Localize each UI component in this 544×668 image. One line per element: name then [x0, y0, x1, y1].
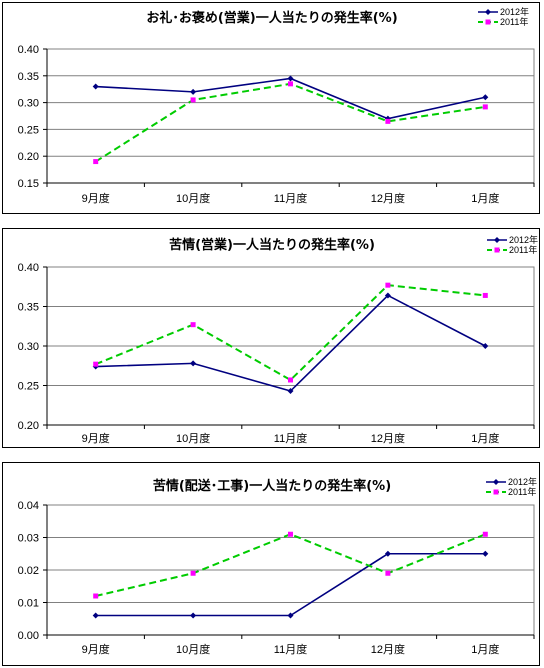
- series-line-2011年: [95, 284, 486, 382]
- x-tick-label: 9月度: [82, 191, 110, 205]
- x-tick-label: 12月度: [371, 431, 405, 445]
- legend-label: 2012年: [508, 476, 537, 487]
- data-point-marker: [287, 612, 294, 619]
- y-tick-label: 0.01: [18, 598, 39, 610]
- y-tick-label: 0.15: [18, 178, 39, 190]
- data-point-marker: [92, 612, 99, 619]
- legend-marker: [493, 489, 499, 495]
- data-point-marker: [190, 570, 196, 576]
- data-point-marker: [384, 292, 391, 299]
- chart-svg-2: 苦情(営業)一人当たりの発生率(%) 0.40 0.35 0.30 0.25 0.20 9月…: [18, 234, 538, 445]
- data-point-marker: [93, 361, 99, 367]
- chart-title: 苦情(配送･工事)一人当たりの発生率(%): [153, 478, 391, 494]
- y-tick-label: 0.40: [18, 44, 39, 56]
- data-point-marker: [482, 531, 488, 537]
- chart-title: 苦情(営業)一人当たりの発生率(%): [169, 237, 375, 253]
- x-tick-label: 1月度: [471, 431, 499, 445]
- data-point-marker: [190, 97, 196, 103]
- chart-panel-2: 苦情(営業)一人当たりの発生率(%) 0.40 0.35 0.30 0.25 0.20 9月…: [2, 228, 540, 448]
- data-point-marker: [287, 75, 294, 82]
- chart-panel-3: 苦情(配送･工事)一人当たりの発生率(%) 0.04 0.03 0.02 0.01 0.0…: [2, 462, 540, 666]
- legend-marker: [493, 479, 499, 485]
- x-tick-label: 10月度: [176, 191, 210, 205]
- data-point-marker: [190, 360, 197, 367]
- x-tick-label: 1月度: [471, 642, 499, 656]
- legend-label: 2011年: [509, 244, 537, 255]
- y-tick-label: 0.04: [18, 500, 39, 512]
- x-tick-label: 11月度: [274, 191, 307, 205]
- data-point-marker: [93, 593, 99, 599]
- x-tick-label: 12月度: [371, 642, 405, 656]
- x-tick-label: 10月度: [176, 431, 210, 445]
- y-tick-label: 0.35: [18, 302, 39, 314]
- data-point-marker: [385, 118, 391, 124]
- y-tick-label: 0.02: [18, 565, 39, 577]
- legend-marker: [494, 237, 500, 243]
- y-tick-label: 0.40: [18, 262, 39, 274]
- chart-title: お礼･お褒め(営業)一人当たりの発生率(%): [146, 10, 397, 26]
- chart-svg-1: お礼･お褒め(営業)一人当たりの発生率(%) 0.40 0.35 0.30 0.25 0.…: [18, 6, 535, 205]
- data-point-marker: [288, 377, 293, 383]
- data-point-marker: [92, 83, 99, 90]
- data-point-marker: [190, 612, 197, 619]
- data-point-marker: [482, 343, 489, 349]
- legend-label: 2011年: [500, 16, 528, 27]
- legend-label: 2012年: [500, 6, 529, 17]
- y-tick-label: 0.00: [18, 630, 39, 642]
- data-point-marker: [482, 550, 489, 557]
- data-point-marker: [385, 282, 391, 288]
- y-tick-label: 0.25: [18, 381, 39, 393]
- y-tick-label: 0.20: [18, 420, 39, 432]
- data-point-marker: [93, 159, 99, 165]
- x-tick-label: 12月度: [371, 191, 405, 205]
- legend-label: 2011年: [508, 486, 536, 497]
- y-tick-label: 0.35: [18, 71, 39, 83]
- data-point-marker: [287, 388, 294, 395]
- data-point-marker: [190, 322, 196, 328]
- chart-panel-1: お礼･お褒め(営業)一人当たりの発生率(%) 0.40 0.35 0.30 0.25 0.…: [2, 2, 540, 214]
- y-tick-label: 0.25: [18, 124, 39, 136]
- legend-marker: [494, 247, 500, 253]
- x-tick-label: 9月度: [82, 642, 110, 656]
- data-point-marker: [482, 104, 488, 110]
- x-tick-label: 11月度: [274, 642, 307, 656]
- x-tick-label: 9月度: [82, 431, 110, 445]
- y-tick-label: 0.30: [18, 98, 39, 110]
- data-point-marker: [482, 292, 488, 298]
- data-point-marker: [385, 570, 391, 576]
- legend-marker: [485, 19, 491, 25]
- legend-marker: [485, 9, 491, 15]
- data-point-marker: [190, 88, 197, 95]
- y-tick-label: 0.30: [18, 341, 39, 353]
- x-tick-label: 11月度: [274, 431, 307, 445]
- plot-area: [46, 48, 535, 184]
- legend-label: 2012年: [509, 234, 538, 245]
- data-point-marker: [482, 94, 489, 101]
- data-point-marker: [288, 531, 293, 537]
- x-tick-label: 10月度: [176, 642, 210, 656]
- y-tick-label: 0.20: [18, 151, 39, 163]
- data-point-marker: [288, 81, 293, 87]
- data-point-marker: [384, 550, 391, 557]
- chart-svg-3: 苦情(配送･工事)一人当たりの発生率(%) 0.04 0.03 0.02 0.01 0.0…: [18, 476, 537, 656]
- x-tick-label: 1月度: [471, 191, 499, 205]
- y-tick-label: 0.03: [18, 533, 39, 545]
